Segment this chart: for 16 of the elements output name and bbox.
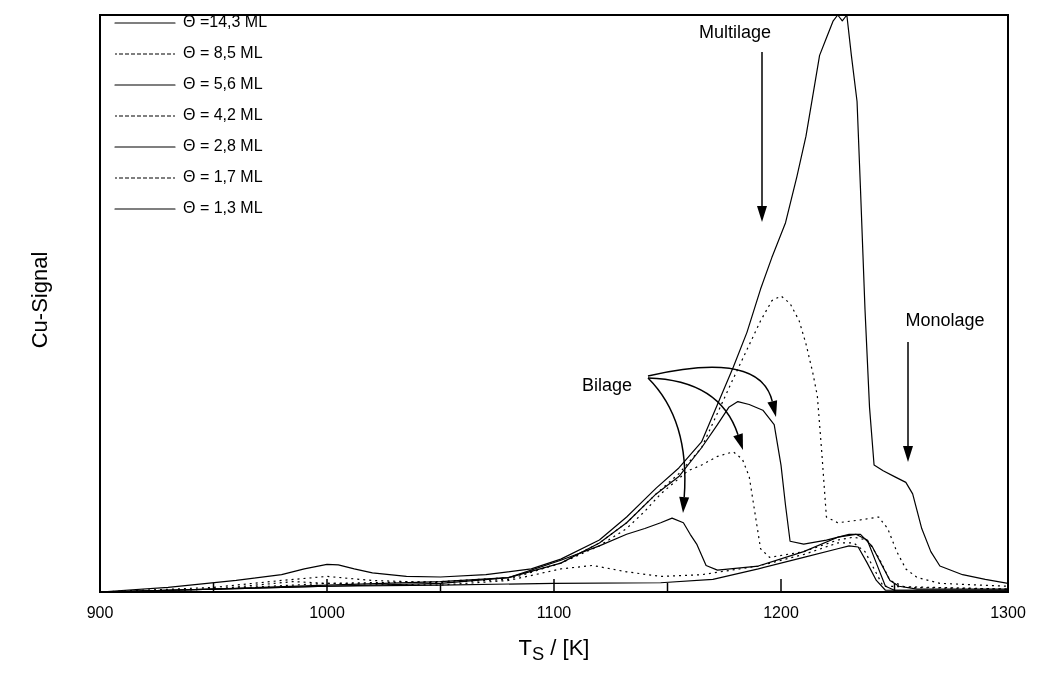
y-axis-title: Cu-Signal bbox=[27, 251, 53, 349]
legend-label: Θ = 5,6 ML bbox=[183, 75, 263, 93]
x-tick-label: 1300 bbox=[990, 604, 1026, 622]
x-tick-label: 900 bbox=[86, 604, 114, 622]
legend-label: Θ = 4,2 ML bbox=[183, 106, 263, 124]
x-tick-label: 1100 bbox=[536, 604, 572, 622]
x-axis-title: T$_{S}$ / [K] bbox=[517, 635, 591, 666]
annotation: Bilage bbox=[581, 374, 633, 396]
legend-label: Θ = 1,7 ML bbox=[183, 168, 263, 186]
legend-label: Θ = 8,5 ML bbox=[183, 44, 263, 62]
x-tick-label: 1000 bbox=[309, 604, 345, 622]
legend-label: Θ = 2,8 ML bbox=[183, 137, 263, 155]
annotation: Multilage bbox=[698, 21, 772, 43]
annotation: Monolage bbox=[905, 309, 985, 331]
legend-label: Θ = 1,3 ML bbox=[183, 199, 263, 217]
x-tick-label: 1200 bbox=[763, 604, 799, 622]
